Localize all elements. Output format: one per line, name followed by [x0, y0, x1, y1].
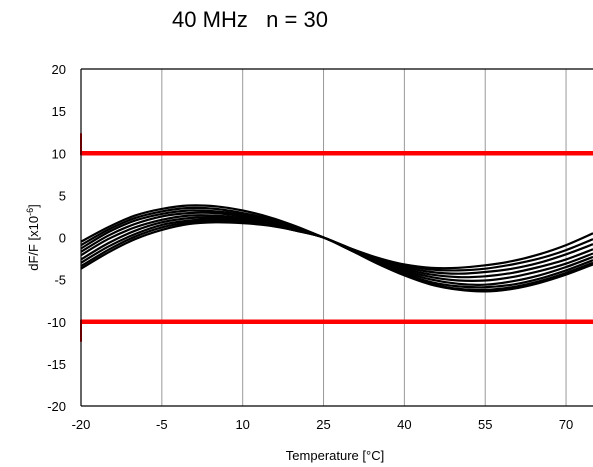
y-axis-title: dF/F [x10-6] [25, 204, 41, 271]
curve-9 [80, 221, 593, 293]
x-tick-label: 55 [478, 417, 492, 432]
curves [80, 204, 593, 293]
y-tick-label: -10 [47, 315, 66, 330]
y-tick-label: -15 [47, 357, 66, 372]
plot-frame [80, 68, 593, 407]
x-tick-label: 25 [316, 417, 330, 432]
x-tick-label: -20 [72, 417, 91, 432]
x-tick-label: 70 [559, 417, 573, 432]
curve-6 [80, 216, 593, 286]
y-tick-labels: 20 15 10 5 0 -5 -10 -15 -20 [47, 62, 66, 414]
grid-lines [161, 69, 567, 406]
y-tick-label: 20 [52, 62, 66, 77]
y-tick-label: -20 [47, 399, 66, 414]
x-tick-labels: -20 -5 10 25 40 55 70 [72, 417, 574, 432]
chart-title: 40 MHz n = 30 [172, 7, 328, 32]
x-tick-label: 10 [235, 417, 249, 432]
x-tick-label: 40 [397, 417, 411, 432]
limit-lines [80, 133, 593, 342]
y-tick-label: 10 [52, 146, 66, 161]
x-tick-label: -5 [156, 417, 168, 432]
y-tick-label: 0 [59, 231, 66, 246]
x-axis-title: Temperature [°C] [286, 448, 384, 463]
y-tick-label: 5 [59, 188, 66, 203]
y-tick-label: 15 [52, 104, 66, 119]
y-tick-label: -5 [54, 273, 66, 288]
